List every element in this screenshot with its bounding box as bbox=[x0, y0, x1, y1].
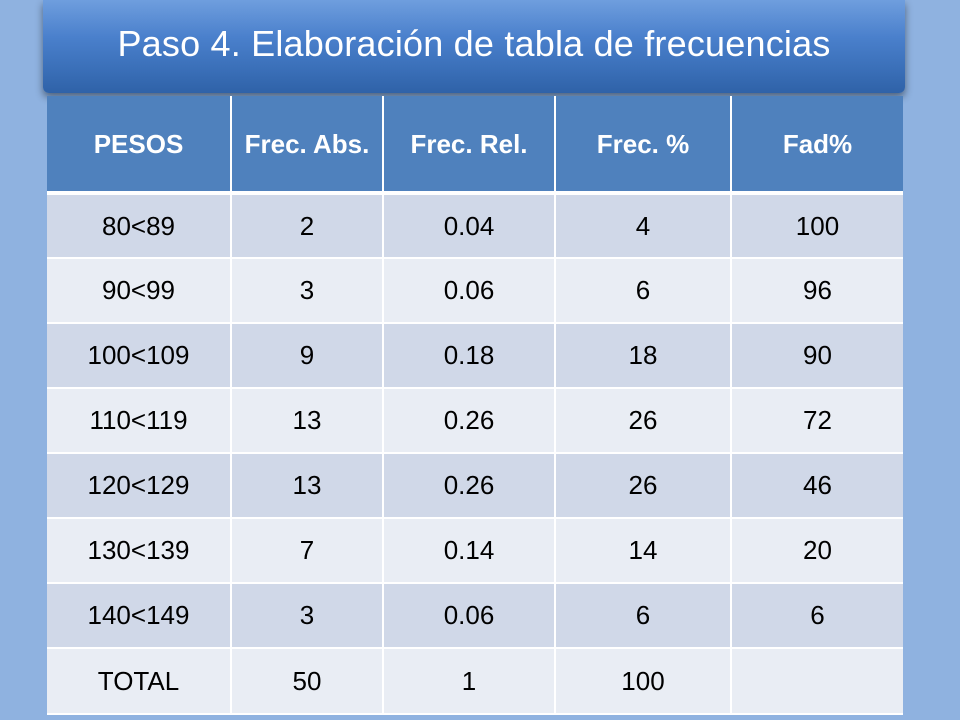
table-row: 80<89 2 0.04 4 100 bbox=[47, 193, 903, 259]
table-cell-frec-rel: 0.06 bbox=[383, 583, 556, 649]
table-cell-frec-rel: 0.26 bbox=[383, 388, 556, 454]
slide-title: Paso 4. Elaboración de tabla de frecuenc… bbox=[117, 22, 831, 64]
column-header-frec-pct: Frec. % bbox=[555, 96, 732, 195]
table-cell-frec-abs: 3 bbox=[231, 258, 384, 324]
table-cell-fad-pct: 100 bbox=[731, 193, 903, 259]
table-cell-total-label: TOTAL bbox=[47, 648, 232, 715]
table-cell-fad-pct: 72 bbox=[731, 388, 903, 454]
table-cell-fad-pct: 20 bbox=[731, 518, 903, 584]
table-cell-frec-pct: 14 bbox=[555, 518, 732, 584]
table-cell-frec-pct: 26 bbox=[555, 453, 732, 519]
table-total-row: TOTAL 50 1 100 bbox=[47, 648, 903, 715]
column-header-fad-pct: Fad% bbox=[731, 96, 903, 195]
table-cell-total-frec-abs: 50 bbox=[231, 648, 384, 715]
table-cell-total-frec-pct: 100 bbox=[555, 648, 732, 715]
table-cell-frec-rel: 0.04 bbox=[383, 193, 556, 259]
table-cell-fad-pct: 96 bbox=[731, 258, 903, 324]
table-cell-fad-pct: 6 bbox=[731, 583, 903, 649]
table-cell-pesos: 100<109 bbox=[47, 323, 232, 389]
table-cell-fad-pct: 46 bbox=[731, 453, 903, 519]
table-cell-frec-pct: 18 bbox=[555, 323, 732, 389]
table-row: 110<119 13 0.26 26 72 bbox=[47, 388, 903, 454]
title-banner: Paso 4. Elaboración de tabla de frecuenc… bbox=[43, 0, 905, 93]
table-header-row: PESOS Frec. Abs. Frec. Rel. Frec. % Fad% bbox=[47, 96, 903, 195]
table-cell-total-frec-rel: 1 bbox=[383, 648, 556, 715]
table-cell-frec-rel: 0.26 bbox=[383, 453, 556, 519]
table-row: 140<149 3 0.06 6 6 bbox=[47, 583, 903, 649]
table-cell-frec-rel: 0.14 bbox=[383, 518, 556, 584]
table-cell-frec-pct: 6 bbox=[555, 583, 732, 649]
table-cell-frec-abs: 7 bbox=[231, 518, 384, 584]
table-cell-pesos: 80<89 bbox=[47, 193, 232, 259]
frequency-table: PESOS Frec. Abs. Frec. Rel. Frec. % Fad%… bbox=[47, 96, 903, 715]
table-cell-frec-abs: 13 bbox=[231, 453, 384, 519]
table-cell-pesos: 140<149 bbox=[47, 583, 232, 649]
table-row: 90<99 3 0.06 6 96 bbox=[47, 258, 903, 324]
table-cell-frec-abs: 3 bbox=[231, 583, 384, 649]
column-header-frec-rel: Frec. Rel. bbox=[383, 96, 556, 195]
table-cell-fad-pct: 90 bbox=[731, 323, 903, 389]
table-cell-frec-pct: 4 bbox=[555, 193, 732, 259]
table-cell-pesos: 130<139 bbox=[47, 518, 232, 584]
table-row: 120<129 13 0.26 26 46 bbox=[47, 453, 903, 519]
table-cell-pesos: 120<129 bbox=[47, 453, 232, 519]
table-cell-frec-abs: 13 bbox=[231, 388, 384, 454]
table-row: 100<109 9 0.18 18 90 bbox=[47, 323, 903, 389]
table-cell-frec-abs: 2 bbox=[231, 193, 384, 259]
column-header-pesos: PESOS bbox=[47, 96, 232, 195]
column-header-frec-abs: Frec. Abs. bbox=[231, 96, 384, 195]
table-row: 130<139 7 0.14 14 20 bbox=[47, 518, 903, 584]
table-cell-frec-abs: 9 bbox=[231, 323, 384, 389]
table-cell-frec-rel: 0.18 bbox=[383, 323, 556, 389]
table-cell-frec-pct: 26 bbox=[555, 388, 732, 454]
table-cell-total-fad-pct bbox=[731, 648, 903, 715]
table-cell-frec-pct: 6 bbox=[555, 258, 732, 324]
table-cell-frec-rel: 0.06 bbox=[383, 258, 556, 324]
table-cell-pesos: 90<99 bbox=[47, 258, 232, 324]
table-cell-pesos: 110<119 bbox=[47, 388, 232, 454]
